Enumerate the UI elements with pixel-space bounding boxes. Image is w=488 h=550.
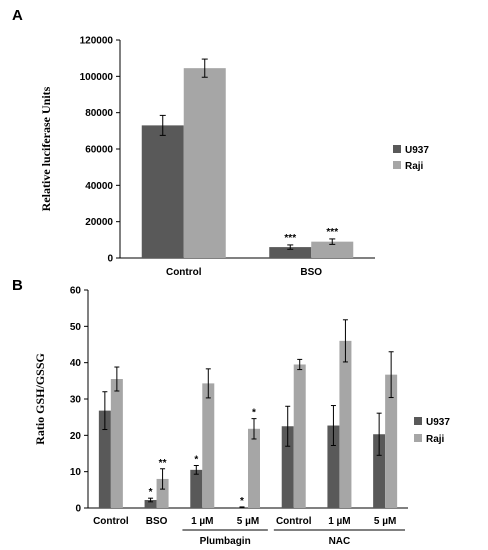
- y-tick-label: 60: [70, 286, 82, 297]
- legend-label: Raji: [405, 161, 424, 172]
- significance-label: ***: [326, 227, 338, 238]
- panel-label: A: [12, 7, 23, 24]
- legend-swatch: [414, 417, 422, 425]
- category-label: Control: [166, 267, 202, 278]
- y-tick-label: 10: [70, 467, 82, 478]
- bar-raji: [248, 428, 260, 508]
- category-label: 1 µM: [191, 516, 213, 527]
- bar-u937: [373, 434, 386, 508]
- significance-label: *: [149, 487, 153, 498]
- bar-u937: [144, 500, 157, 508]
- y-tick-label: 20: [70, 431, 82, 442]
- bar-raji: [385, 374, 398, 508]
- panel-a: A 0 20000 40000 60000 80000 100000 120000 Relati…: [12, 7, 429, 278]
- bar-raji: [156, 478, 169, 508]
- group-label: Plumbagin: [200, 536, 251, 547]
- legend-label: Raji: [426, 434, 445, 445]
- legend-swatch: [414, 434, 422, 442]
- bar-u937: [141, 125, 184, 258]
- significance-label: *: [240, 496, 244, 507]
- category-label: 1 µM: [328, 516, 350, 527]
- bar-u937: [327, 425, 340, 508]
- bar-raji: [311, 241, 354, 258]
- y-axis-title: Relative luciferase Units: [39, 86, 53, 211]
- group-label: NAC: [329, 536, 351, 547]
- category-label: Control: [93, 516, 129, 527]
- bar-u937: [98, 410, 111, 508]
- legend-label: U937: [426, 417, 450, 428]
- y-tick-label: 0: [75, 504, 81, 515]
- y-tick-label: 40000: [85, 181, 113, 192]
- y-tick-label: 20000: [85, 217, 113, 228]
- y-tick-label: 120000: [80, 36, 114, 47]
- category-label: Control: [276, 516, 312, 527]
- y-tick-label: 80000: [85, 108, 113, 119]
- category-label: BSO: [146, 516, 168, 527]
- bar-u937: [281, 426, 294, 508]
- bar-raji: [110, 379, 123, 508]
- legend-swatch: [393, 145, 401, 153]
- y-tick-label: 40: [70, 358, 82, 369]
- legend-label: U937: [405, 145, 429, 156]
- bar-raji: [339, 340, 352, 508]
- bar-raji: [293, 364, 306, 508]
- y-tick-label: 30: [70, 395, 82, 406]
- bar-u937: [269, 247, 312, 258]
- y-tick-label: 100000: [80, 72, 114, 83]
- panel-b: B 0 10 20 30 40 50 60 Ratio GSH/GSSG Control BSO 1 …: [12, 277, 450, 547]
- panel-label: B: [12, 277, 23, 294]
- bar-u937: [190, 469, 203, 508]
- y-tick-label: 60000: [85, 145, 113, 156]
- bar-raji: [183, 68, 226, 259]
- significance-label: ***: [284, 233, 296, 244]
- significance-label: *: [252, 408, 256, 419]
- category-label: 5 µM: [237, 516, 259, 527]
- category-label: BSO: [300, 267, 322, 278]
- category-label: 5 µM: [374, 516, 396, 527]
- y-tick-label: 50: [70, 322, 82, 333]
- legend-swatch: [393, 161, 401, 169]
- y-axis-title: Ratio GSH/GSSG: [33, 353, 47, 445]
- bar-raji: [202, 383, 215, 508]
- y-tick-label: 0: [107, 254, 113, 265]
- significance-label: **: [159, 458, 167, 469]
- significance-label: *: [194, 454, 198, 465]
